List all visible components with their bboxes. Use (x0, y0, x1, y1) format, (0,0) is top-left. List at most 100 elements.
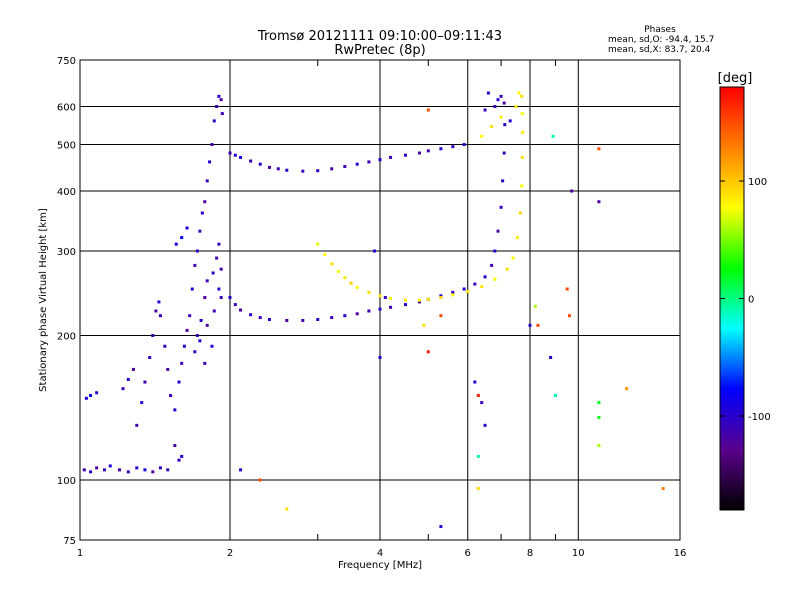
chart-title: Tromsø 20121111 09:10:00–09:11:43 (257, 29, 502, 44)
data-point (285, 507, 289, 511)
data-point (126, 470, 130, 474)
data-point (367, 160, 371, 164)
data-point (193, 263, 197, 267)
data-point (212, 309, 216, 313)
data-point (135, 466, 139, 470)
data-point (439, 147, 443, 151)
data-point (158, 466, 162, 470)
data-point (439, 296, 443, 300)
info-line-o: mean, sd,O: -94.4, 15.7 (608, 35, 714, 45)
data-point (219, 296, 223, 300)
data-point (521, 130, 525, 134)
y-tick-label: 300 (57, 247, 76, 258)
data-point (267, 317, 271, 321)
data-point (439, 525, 443, 529)
data-point (180, 361, 184, 365)
colorbar-tick-label: 0 (748, 295, 754, 306)
data-point (483, 275, 487, 279)
data-point (378, 294, 382, 298)
data-point (515, 236, 519, 240)
data-point (520, 184, 524, 188)
data-point (520, 155, 524, 159)
data-point (239, 308, 243, 312)
data-point (439, 314, 443, 318)
data-point (378, 355, 382, 359)
data-point (389, 296, 393, 300)
data-point (486, 91, 490, 95)
colorbar-tick-label: 100 (748, 177, 767, 188)
data-point (174, 242, 178, 246)
data-point (203, 200, 207, 204)
data-point (148, 355, 152, 359)
data-point (177, 380, 181, 384)
data-point (597, 444, 601, 448)
y-tick-label: 75 (63, 536, 76, 547)
data-point (169, 394, 173, 398)
data-point (466, 290, 470, 294)
data-point (285, 318, 289, 322)
plot-frame (79, 59, 681, 541)
data-point (625, 387, 629, 391)
data-point (166, 367, 170, 371)
data-point (520, 94, 524, 98)
data-point (462, 143, 466, 147)
data-point (258, 478, 262, 482)
data-point (501, 179, 505, 183)
data-point (367, 309, 371, 313)
info-title: Phases (644, 25, 676, 35)
data-point (301, 169, 305, 173)
x-tick-label: 2 (227, 548, 233, 559)
data-point (378, 158, 382, 162)
data-point (205, 179, 209, 183)
data-point (403, 303, 407, 307)
data-point (220, 112, 224, 116)
data-point (210, 143, 214, 147)
data-point (493, 105, 497, 109)
data-point (249, 159, 253, 163)
y-tick-label: 100 (57, 476, 76, 487)
data-point (200, 211, 204, 215)
data-point (426, 297, 430, 301)
data-point (89, 470, 93, 474)
data-point (211, 271, 215, 275)
colorbar-ticks: 100 0 -100 (720, 177, 771, 423)
data-point (195, 334, 199, 338)
grid-lines (80, 60, 680, 540)
data-point (473, 282, 477, 286)
data-point (378, 307, 382, 311)
data-point (373, 249, 377, 253)
data-point (355, 162, 359, 166)
data-point (426, 149, 430, 153)
colorbar-label: [deg] (718, 71, 753, 86)
data-point (490, 125, 494, 129)
data-point (451, 293, 455, 297)
x-tick-label: 1 (77, 548, 83, 559)
data-point (473, 380, 477, 384)
data-point (476, 394, 480, 398)
data-point (95, 466, 99, 470)
data-point (517, 91, 521, 95)
data-point (121, 387, 125, 391)
colorbar-tick-label: -100 (748, 412, 771, 423)
data-point (180, 236, 184, 240)
data-point (316, 169, 320, 173)
data-points (82, 91, 665, 529)
data-point (198, 339, 202, 343)
data-point (505, 267, 509, 271)
data-point (249, 313, 253, 317)
data-point (180, 454, 184, 458)
data-point (215, 105, 219, 109)
data-point (549, 355, 553, 359)
data-point (661, 487, 665, 491)
data-point (316, 317, 320, 321)
data-point (502, 101, 506, 105)
data-point (462, 287, 466, 291)
data-point (212, 119, 216, 123)
data-point (166, 468, 170, 472)
chart-subtitle: RwPretec (8p) (334, 43, 425, 58)
data-point (503, 123, 507, 127)
data-point (215, 256, 219, 260)
data-point (173, 408, 177, 412)
data-point (520, 112, 524, 116)
